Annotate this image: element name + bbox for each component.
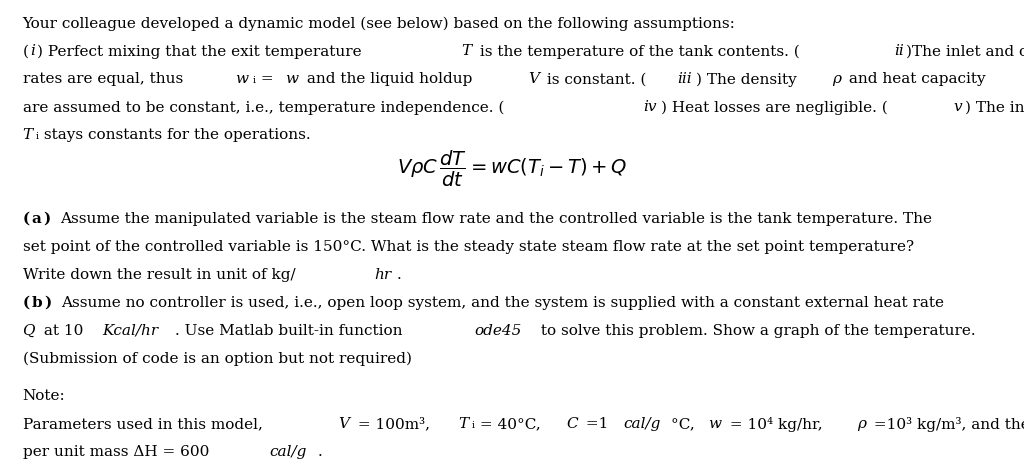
- Text: =: =: [256, 72, 279, 86]
- Text: (: (: [23, 212, 30, 226]
- Text: Parameters used in this model,: Parameters used in this model,: [23, 417, 267, 431]
- Text: is the temperature of the tank contents. (: is the temperature of the tank contents.…: [475, 44, 800, 59]
- Text: iii: iii: [677, 72, 691, 86]
- Text: (Submission of code is an option but not required): (Submission of code is an option but not…: [23, 352, 412, 366]
- Text: stays constants for the operations.: stays constants for the operations.: [40, 128, 311, 142]
- Text: are assumed to be constant, i.e., temperature independence. (: are assumed to be constant, i.e., temper…: [23, 100, 504, 115]
- Text: V: V: [338, 417, 349, 431]
- Text: =10³ kg/m³, and the enthalpy: =10³ kg/m³, and the enthalpy: [868, 417, 1024, 432]
- Text: ᵢ: ᵢ: [36, 128, 39, 142]
- Text: cal/g: cal/g: [269, 445, 306, 459]
- Text: w: w: [286, 72, 298, 86]
- Text: Your colleague developed a dynamic model (see below) based on the following assu: Your colleague developed a dynamic model…: [23, 16, 735, 31]
- Text: ii: ii: [894, 44, 903, 58]
- Text: ᵢ: ᵢ: [252, 72, 255, 86]
- Text: rates are equal, thus: rates are equal, thus: [23, 72, 187, 86]
- Text: (: (: [23, 296, 30, 310]
- Text: b: b: [32, 296, 42, 310]
- Text: =1: =1: [582, 417, 613, 431]
- Text: ): ): [44, 212, 57, 226]
- Text: Q: Q: [23, 324, 35, 338]
- Text: set point of the controlled variable is 150°C. What is the steady state steam fl: set point of the controlled variable is …: [23, 240, 913, 254]
- Text: T: T: [458, 417, 468, 431]
- Text: w: w: [236, 72, 249, 86]
- Text: )The inlet and outlet flow: )The inlet and outlet flow: [906, 44, 1024, 58]
- Text: T: T: [23, 128, 33, 142]
- Text: . Use Matlab built-in function: . Use Matlab built-in function: [175, 324, 407, 338]
- Text: w: w: [708, 417, 721, 431]
- Text: cal/g: cal/g: [623, 417, 660, 431]
- Text: = 100m³,: = 100m³,: [352, 417, 434, 431]
- Text: a: a: [32, 212, 42, 226]
- Text: T: T: [462, 44, 472, 58]
- Text: is constant. (: is constant. (: [543, 72, 647, 86]
- Text: ρ: ρ: [833, 72, 841, 86]
- Text: ) The density: ) The density: [696, 72, 802, 87]
- Text: and heat capacity: and heat capacity: [844, 72, 990, 86]
- Text: ) Perfect mixing that the exit temperature: ) Perfect mixing that the exit temperatu…: [37, 44, 366, 59]
- Text: v: v: [953, 100, 963, 114]
- Text: ): ): [45, 296, 58, 310]
- Text: = 40°C,: = 40°C,: [475, 417, 546, 431]
- Text: i: i: [31, 44, 35, 58]
- Text: Assume the manipulated variable is the steam flow rate and the controlled variab: Assume the manipulated variable is the s…: [60, 212, 933, 226]
- Text: C: C: [566, 417, 578, 431]
- Text: (: (: [23, 44, 29, 58]
- Text: per unit mass ΔH = 600: per unit mass ΔH = 600: [23, 445, 214, 459]
- Text: $V\rho C\,\dfrac{dT}{dt} = wC(T_i - T) + Q$: $V\rho C\,\dfrac{dT}{dt} = wC(T_i - T) +…: [396, 149, 628, 189]
- Text: Assume no controller is used, i.e., open loop system, and the system is supplied: Assume no controller is used, i.e., open…: [61, 296, 944, 310]
- Text: .: .: [317, 445, 323, 459]
- Text: = 10⁴ kg/hr,: = 10⁴ kg/hr,: [725, 417, 827, 432]
- Text: Write down the result in unit of kg/: Write down the result in unit of kg/: [23, 268, 295, 282]
- Text: ) The inlet temperature: ) The inlet temperature: [965, 100, 1024, 115]
- Text: ode45: ode45: [474, 324, 522, 338]
- Text: V: V: [528, 72, 540, 86]
- Text: ) Heat losses are negligible. (: ) Heat losses are negligible. (: [662, 100, 888, 115]
- Text: Note:: Note:: [23, 389, 66, 403]
- Text: to solve this problem. Show a graph of the temperature.: to solve this problem. Show a graph of t…: [536, 324, 975, 338]
- Text: .: .: [396, 268, 401, 282]
- Text: °C,: °C,: [671, 417, 699, 431]
- Text: and the liquid holdup: and the liquid holdup: [302, 72, 477, 86]
- Text: ᵢ: ᵢ: [471, 417, 474, 431]
- Text: Kcal/hr: Kcal/hr: [102, 324, 159, 338]
- Text: ρ: ρ: [857, 417, 866, 431]
- Text: hr: hr: [375, 268, 391, 282]
- Text: iv: iv: [644, 100, 657, 114]
- Text: at 10: at 10: [39, 324, 88, 338]
